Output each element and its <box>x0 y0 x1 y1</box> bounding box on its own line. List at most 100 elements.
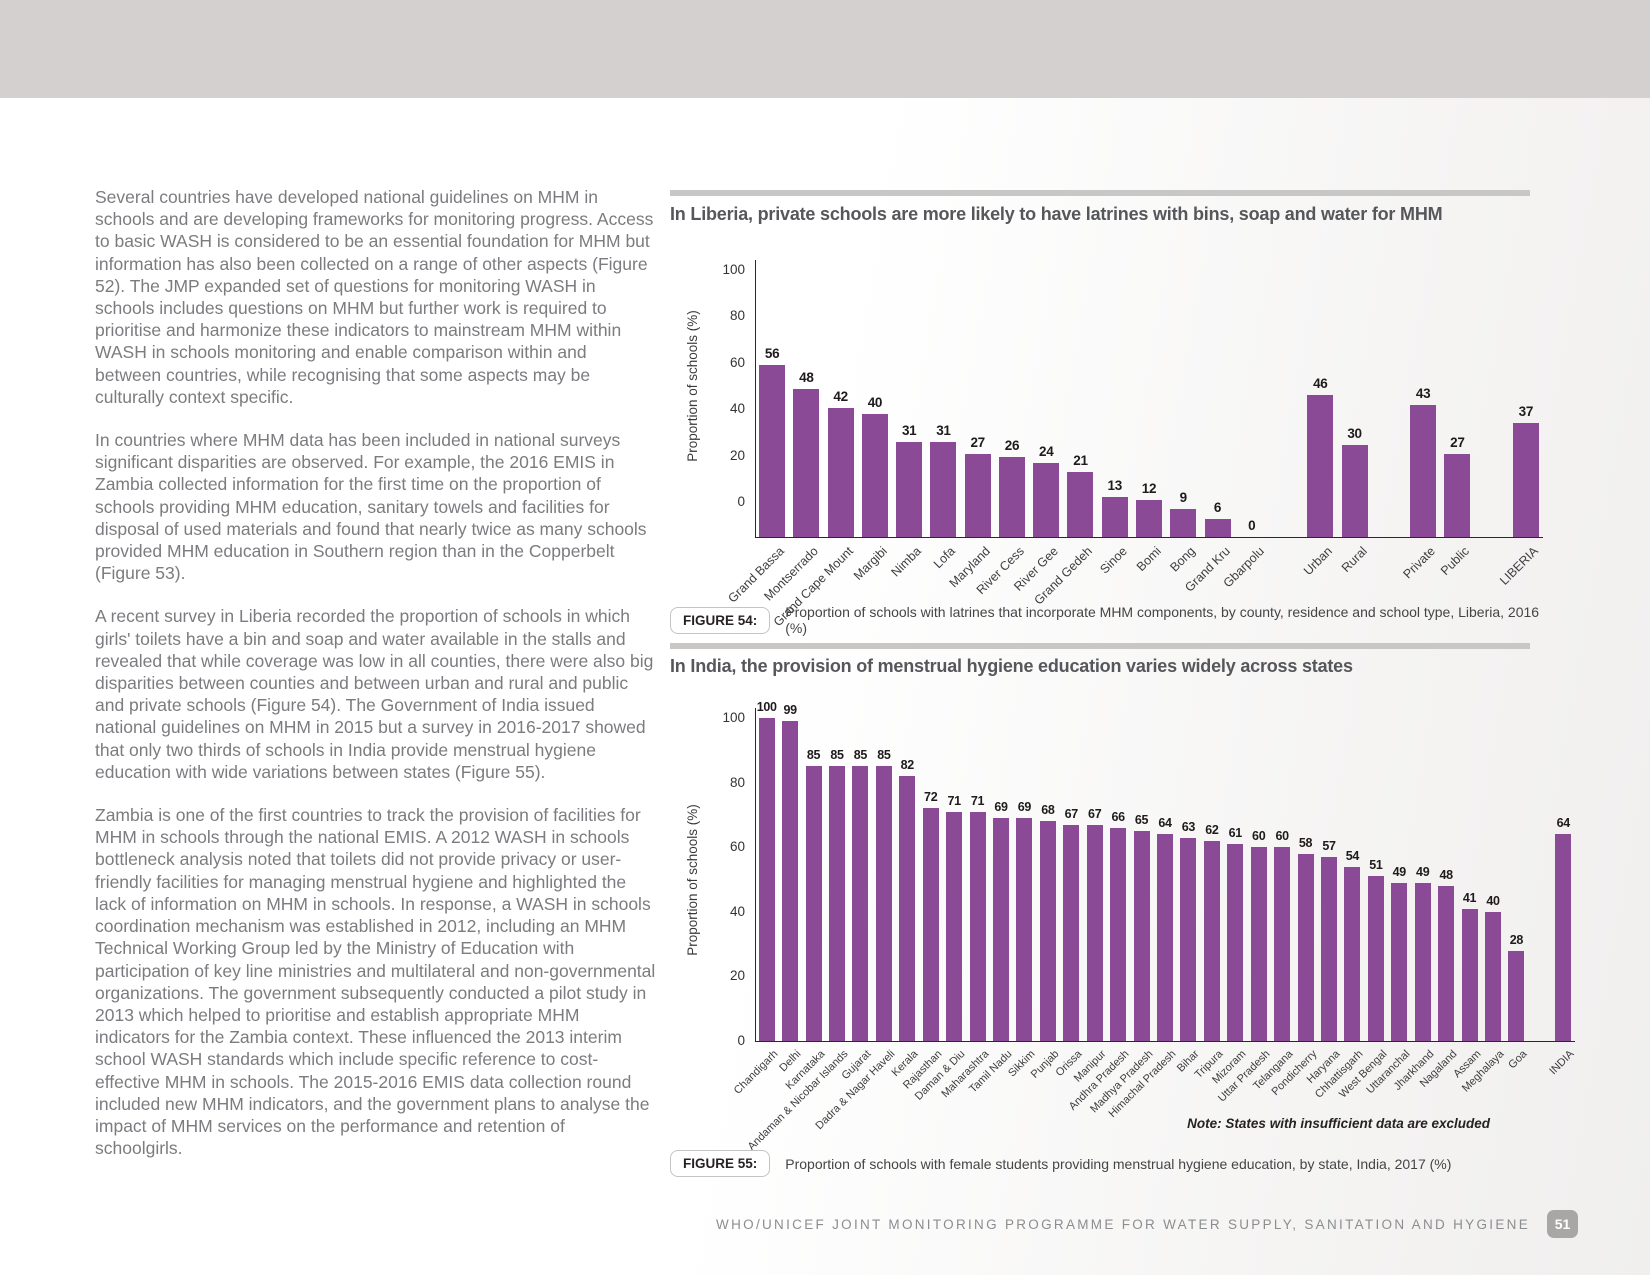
bar <box>1297 854 1314 1041</box>
y-axis-tick-label: 0 <box>737 494 745 509</box>
bar <box>896 442 923 537</box>
bar-value-label: 40 <box>867 394 883 410</box>
x-axis-line <box>755 537 1543 538</box>
bar <box>969 812 986 1041</box>
bar-value-label: 49 <box>1392 864 1407 879</box>
bar-value-label: 66 <box>1111 809 1125 824</box>
bar-value-label: 27 <box>1450 434 1465 450</box>
bar <box>1250 847 1267 1041</box>
paragraph-2: In countries where MHM data has been inc… <box>95 430 647 584</box>
bar <box>1508 951 1525 1041</box>
x-axis-line <box>755 1041 1575 1042</box>
y-axis-tick-label: 80 <box>729 774 745 790</box>
bar <box>922 808 939 1041</box>
bar <box>1410 405 1437 537</box>
bar-value-label: 67 <box>1064 806 1079 821</box>
y-axis-tick-label: 20 <box>729 968 745 984</box>
y-axis-title: Proportion of schools (%) <box>685 309 700 462</box>
bar-value-label: 48 <box>799 369 814 385</box>
bar <box>1461 909 1478 1041</box>
bar-value-label: 31 <box>936 422 951 438</box>
figures-column: In Liberia, private schools are more lik… <box>670 0 1590 1275</box>
bar <box>1033 463 1060 537</box>
bar-value-label: 49 <box>1416 864 1430 879</box>
bar-value-label: 12 <box>1141 480 1157 496</box>
bar <box>1485 912 1501 1041</box>
bar-value-label: 60 <box>1275 828 1289 843</box>
bar-value-label: 85 <box>806 747 821 762</box>
bar-value-label: 46 <box>1313 375 1328 391</box>
bar-value-label: 13 <box>1107 477 1123 493</box>
bar-value-label: 27 <box>970 434 985 450</box>
y-axis-tick-label: 100 <box>722 710 745 725</box>
bar-value-label: 67 <box>1088 806 1102 821</box>
bar <box>793 389 820 537</box>
bar-value-label: 72 <box>924 789 938 804</box>
bar <box>829 766 845 1041</box>
bar <box>758 718 775 1041</box>
bar-value-label: 37 <box>1518 403 1534 419</box>
bar <box>1227 844 1244 1041</box>
header-band <box>0 0 1650 98</box>
bar <box>1016 818 1033 1041</box>
bar-value-label: 48 <box>1439 867 1453 882</box>
bar-value-label: 60 <box>1252 828 1266 843</box>
figure-55-label: FIGURE 55: <box>670 1150 771 1177</box>
figure-55-title: In India, the provision of menstrual hyg… <box>670 656 1353 676</box>
bar <box>805 766 822 1041</box>
bar-value-label: 71 <box>970 793 985 808</box>
bar-value-label: 64 <box>1556 815 1571 830</box>
bar-value-label: 85 <box>853 747 868 762</box>
y-axis-tick-label: 0 <box>737 1033 745 1048</box>
bar-value-label: 9 <box>1179 489 1188 505</box>
bar-value-label: 69 <box>1017 799 1032 814</box>
bar <box>1367 876 1384 1041</box>
y-axis-tick-label: 80 <box>729 308 745 323</box>
bar <box>1063 825 1080 1041</box>
bar <box>1414 883 1431 1041</box>
bar <box>1321 857 1337 1041</box>
bar-value-label: 40 <box>1486 893 1500 908</box>
figure-55-divider <box>670 643 1530 649</box>
bar <box>1180 838 1197 1041</box>
bar <box>1512 423 1539 537</box>
bar <box>1274 847 1291 1041</box>
bar-value-label: 65 <box>1134 812 1149 827</box>
bar-value-label: 0 <box>1248 517 1256 533</box>
bar <box>852 766 869 1041</box>
bar-value-label: 6 <box>1213 499 1222 515</box>
page-footer: WHO/UNICEF JOINT MONITORING PROGRAMME FO… <box>670 1210 1578 1238</box>
bar <box>875 766 892 1041</box>
bar-value-label: 63 <box>1181 819 1196 834</box>
bar-value-label: 42 <box>833 388 848 404</box>
bar <box>899 776 916 1041</box>
y-axis-tick-label: 60 <box>729 839 745 855</box>
bar-value-label: 82 <box>900 757 915 772</box>
bar-value-label: 43 <box>1415 385 1431 401</box>
bar <box>1136 500 1162 537</box>
bar <box>1438 886 1455 1041</box>
bar <box>946 812 963 1041</box>
bar-value-label: 30 <box>1347 425 1362 441</box>
bar-value-label: 85 <box>830 747 844 762</box>
figure-54-divider <box>670 190 1530 196</box>
bar <box>1067 472 1094 537</box>
figure-54-title: In Liberia, private schools are more lik… <box>670 204 1443 224</box>
figure-55-caption: FIGURE 55: Proportion of schools with fe… <box>670 1150 1550 1177</box>
paragraph-1: Several countries have developed nationa… <box>95 187 654 407</box>
bar-value-label: 58 <box>1298 835 1313 850</box>
y-axis-tick-label: 60 <box>729 354 745 370</box>
bar <box>827 408 854 537</box>
figure-54-label: FIGURE 54: <box>670 606 771 634</box>
bar-value-label: 71 <box>947 793 961 808</box>
figure-55-chart: Proportion of schools (%) 0 20 40 60 80 100 100… <box>670 690 1590 1153</box>
y-axis-line <box>755 259 756 537</box>
figure-54-caption: FIGURE 54: Proportion of schools with la… <box>670 604 1550 636</box>
bar <box>964 454 991 537</box>
bar-value-label: 51 <box>1369 857 1383 872</box>
y-axis-line <box>755 708 756 1041</box>
bar-value-label: 24 <box>1038 443 1054 459</box>
paragraph-3: A recent survey in Liberia recorded the … <box>95 606 654 782</box>
bar-value-label: 41 <box>1462 890 1477 905</box>
